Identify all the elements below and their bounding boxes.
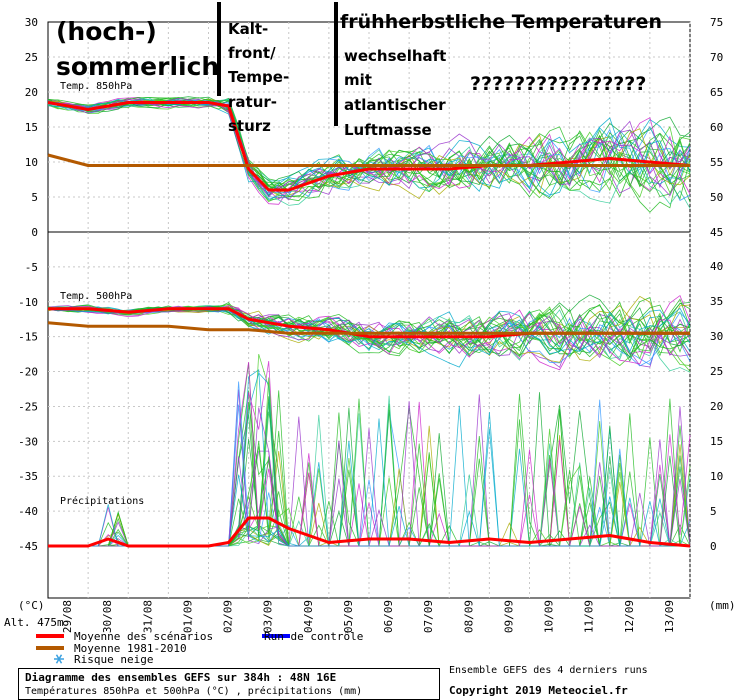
right-tick-label: 40 [710,260,723,273]
left-tick-label: -10 [18,296,38,309]
annotation-wechselhaft: wechselhaft [344,47,446,65]
footer-ensemble-note: Ensemble GEFS des 4 derniers runs [449,665,648,676]
legend-mean-label: Moyenne des scénarios [74,630,213,643]
left-tick-label: 5 [31,191,38,204]
left-tick-label: 10 [25,156,38,169]
right-tick-label: 10 [710,470,723,483]
footer-title: Diagramme des ensembles GEFS sur 384h : … [25,671,337,684]
left-tick-label: -45 [18,540,38,553]
annotation-sturz: sturz [228,117,271,135]
date-tick-label: 13/09 [663,600,676,633]
left-tick-label: 20 [25,86,38,99]
right-tick-label: 60 [710,121,723,134]
date-tick-label: 08/09 [462,600,475,633]
annotation-tempe: Tempe- [228,68,289,86]
date-tick-label: 30/08 [101,600,114,633]
annotation-sommerlich: sommerlich [56,52,219,81]
date-tick-label: 05/09 [342,600,355,633]
annotation-questions: ???????????????? [470,73,646,95]
legend-clim-label: Moyenne 1981-2010 [74,642,187,655]
left-tick-label: -15 [18,331,38,344]
date-tick-label: 01/09 [181,600,194,633]
date-tick-label: 29/08 [61,600,74,633]
ensemble-member-precip [48,404,690,547]
ensemble-member-t850 [47,101,691,187]
left-tick-label: -30 [18,435,38,448]
annotation-front: front/ [228,44,276,62]
right-tick-label: 20 [710,400,723,413]
right-tick-label: 45 [710,226,723,239]
t850-ensemble-mean-line [47,101,691,192]
left-tick-label: -35 [18,470,38,483]
left-tick-label: -20 [18,366,38,379]
left-tick-label: 25 [25,51,38,64]
ensemble-member-precip [48,404,691,547]
footer-subtitle: Températures 850hPa et 500hPa (°C) , pré… [25,686,363,697]
annotation-luftmasse: Luftmasse [344,121,432,139]
date-tick-label: 07/09 [422,600,435,633]
annotation-mit: mit [344,71,372,89]
date-tick-label: 04/09 [302,600,315,633]
t500-climatology-line [47,321,690,335]
date-tick-label: 03/09 [262,600,275,633]
ensemble-member-t850 [47,98,691,200]
date-tick-label: 10/09 [543,600,556,633]
right-tick-label: 50 [710,191,723,204]
annotation-atlantischer: atlantischer [344,96,446,114]
annotation-fruehherbstlich: frühherbstliche Temperaturen [340,11,662,33]
precip-ensemble-mean-line [48,516,691,548]
right-tick-label: 5 [710,505,717,518]
snowflake-icon [54,654,64,664]
left-tick-label: 0 [31,226,38,239]
annotation-hoch: (hoch-) [56,17,157,46]
right-tick-label: 25 [710,365,723,378]
footer-info-box: Diagramme des ensembles GEFS sur 384h : … [18,668,440,700]
date-tick-label: 06/09 [382,600,395,633]
ensemble-member-t850 [47,97,691,192]
date-tick-label: 09/09 [502,600,515,633]
right-tick-label: 70 [710,51,723,64]
annotation-kalt: Kalt- [228,20,268,38]
ensemble-member-precip [48,402,691,547]
t850-climatology-line [47,153,690,167]
right-tick-label: 75 [710,16,723,29]
left-tick-label: -40 [18,505,38,518]
altitude-label: Alt. 475m [4,616,64,629]
ensemble-member-t500 [47,304,691,358]
precip-panel-label: Précipitations [60,495,144,507]
t850-panel-label: Temp. 850hPa [60,81,132,92]
left-tick-label: -5 [25,261,38,274]
left-tick-label: 30 [25,16,38,29]
right-tick-label: 0 [710,540,717,553]
date-tick-label: 11/09 [583,600,596,633]
right-tick-label: 65 [710,86,723,99]
legend-snow-label: Risque neige [74,653,153,666]
annotation-ratur: ratur- [228,93,277,111]
right-tick-label: 30 [710,330,723,343]
right-tick-label: 35 [710,295,723,308]
right-tick-label: 15 [710,435,723,448]
legend-control-label: Run de contrôle [264,630,363,643]
right-tick-label: 55 [710,156,723,169]
footer-copyright: Copyright 2019 Meteociel.fr [449,684,628,697]
date-tick-label: 02/09 [222,600,235,633]
ensemble-member-t850 [47,98,691,200]
left-unit-label: (°C) [18,599,45,612]
date-tick-label: 31/08 [141,600,154,633]
left-tick-label: 15 [25,121,38,134]
left-tick-label: -25 [18,400,38,413]
date-tick-label: 12/09 [623,600,636,633]
t500-panel-label: Temp. 500hPa [60,291,132,302]
right-unit-label: (mm) [709,599,736,612]
